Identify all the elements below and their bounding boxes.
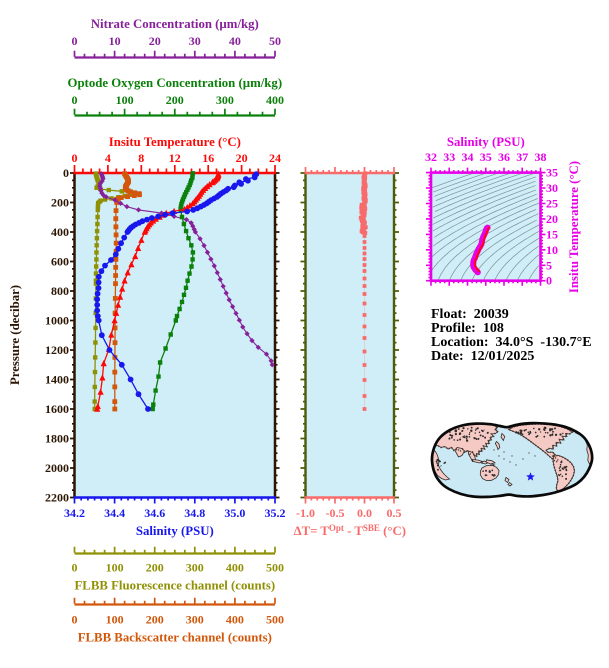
svg-text:4: 4 bbox=[105, 151, 111, 165]
svg-text:0: 0 bbox=[72, 34, 78, 48]
svg-text:33: 33 bbox=[443, 150, 455, 164]
svg-text:10: 10 bbox=[109, 34, 121, 48]
svg-text:0.0: 0.0 bbox=[357, 506, 372, 520]
svg-text:1400: 1400 bbox=[45, 373, 69, 387]
svg-text:200: 200 bbox=[146, 561, 164, 575]
svg-text:0: 0 bbox=[72, 93, 78, 107]
svg-text:500: 500 bbox=[266, 613, 284, 627]
svg-text:200: 200 bbox=[51, 196, 69, 210]
svg-text:300: 300 bbox=[186, 561, 204, 575]
svg-text:-0.5: -0.5 bbox=[326, 506, 345, 520]
svg-text:Insitu Temperature (°C): Insitu Temperature (°C) bbox=[567, 161, 581, 293]
svg-text:100: 100 bbox=[106, 561, 124, 575]
svg-text:0: 0 bbox=[72, 613, 78, 627]
svg-text:Salinity (PSU): Salinity (PSU) bbox=[136, 524, 214, 538]
svg-text:50: 50 bbox=[269, 34, 281, 48]
svg-text:Salinity (PSU): Salinity (PSU) bbox=[447, 135, 525, 149]
svg-text:Insitu Temperature (°C): Insitu Temperature (°C) bbox=[109, 135, 241, 149]
svg-text:Location: 34.0°S -130.7°E: Location: 34.0°S -130.7°E bbox=[431, 335, 592, 350]
svg-text:16: 16 bbox=[202, 151, 214, 165]
svg-text:38: 38 bbox=[535, 150, 547, 164]
svg-text:1000: 1000 bbox=[45, 314, 69, 328]
svg-text:500: 500 bbox=[266, 561, 284, 575]
svg-text:34: 34 bbox=[462, 150, 474, 164]
svg-text:Date: 12/01/2025: Date: 12/01/2025 bbox=[431, 349, 534, 364]
svg-text:34.6: 34.6 bbox=[144, 506, 165, 520]
svg-text:-1.0: -1.0 bbox=[296, 506, 315, 520]
svg-text:37: 37 bbox=[516, 150, 528, 164]
svg-text:100: 100 bbox=[106, 613, 124, 627]
svg-text:32: 32 bbox=[425, 150, 437, 164]
svg-text:5: 5 bbox=[546, 258, 552, 272]
svg-text:400: 400 bbox=[266, 93, 284, 107]
svg-text:30: 30 bbox=[546, 181, 558, 195]
svg-text:40: 40 bbox=[229, 34, 241, 48]
svg-text:800: 800 bbox=[51, 284, 69, 298]
svg-text:34.8: 34.8 bbox=[184, 506, 205, 520]
svg-text:1200: 1200 bbox=[45, 343, 69, 357]
svg-text:0: 0 bbox=[63, 166, 69, 180]
svg-text:Float: 20039: Float: 20039 bbox=[431, 307, 509, 322]
svg-text:600: 600 bbox=[51, 255, 69, 269]
svg-text:34.4: 34.4 bbox=[104, 506, 125, 520]
svg-text:20: 20 bbox=[149, 34, 161, 48]
svg-text:35: 35 bbox=[546, 166, 558, 180]
svg-text:400: 400 bbox=[226, 613, 244, 627]
svg-text:1600: 1600 bbox=[45, 402, 69, 416]
svg-text:0: 0 bbox=[546, 274, 552, 288]
svg-text:0: 0 bbox=[72, 561, 78, 575]
svg-text:2200: 2200 bbox=[45, 491, 69, 505]
svg-text:Profile: 108: Profile: 108 bbox=[431, 321, 504, 336]
svg-text:8: 8 bbox=[138, 151, 144, 165]
svg-text:200: 200 bbox=[166, 93, 184, 107]
svg-text:15: 15 bbox=[546, 227, 558, 241]
svg-text:35.0: 35.0 bbox=[224, 506, 245, 520]
svg-text:20: 20 bbox=[546, 212, 558, 226]
svg-text:30: 30 bbox=[189, 34, 201, 48]
svg-text:35: 35 bbox=[480, 150, 492, 164]
svg-text:24: 24 bbox=[269, 151, 281, 165]
svg-text:ΔT= TOpt - TSBE (°C): ΔT= TOpt - TSBE (°C) bbox=[294, 523, 406, 538]
svg-text:300: 300 bbox=[186, 613, 204, 627]
svg-text:25: 25 bbox=[546, 197, 558, 211]
svg-text:2000: 2000 bbox=[45, 461, 69, 475]
svg-text:12: 12 bbox=[169, 151, 181, 165]
svg-text:Nitrate Concentration (µm/kg): Nitrate Concentration (µm/kg) bbox=[91, 17, 259, 31]
svg-text:Pressure (decibar): Pressure (decibar) bbox=[8, 285, 22, 385]
svg-text:400: 400 bbox=[226, 561, 244, 575]
svg-text:100: 100 bbox=[116, 93, 134, 107]
svg-text:0: 0 bbox=[72, 151, 78, 165]
svg-text:FLBB Backscatter channel (coun: FLBB Backscatter channel (counts) bbox=[78, 631, 272, 645]
svg-text:36: 36 bbox=[498, 150, 510, 164]
svg-text:300: 300 bbox=[216, 93, 234, 107]
svg-text:1800: 1800 bbox=[45, 432, 69, 446]
svg-text:10: 10 bbox=[546, 243, 558, 257]
svg-text:FLBB Fluorescence channel (cou: FLBB Fluorescence channel (counts) bbox=[74, 579, 275, 593]
svg-text:0.5: 0.5 bbox=[387, 506, 402, 520]
svg-text:34.2: 34.2 bbox=[64, 506, 85, 520]
svg-text:20: 20 bbox=[236, 151, 248, 165]
svg-text:200: 200 bbox=[146, 613, 164, 627]
svg-text:35.2: 35.2 bbox=[265, 506, 286, 520]
svg-text:400: 400 bbox=[51, 225, 69, 239]
svg-text:Optode Oxygen Concentration (µ: Optode Oxygen Concentration (µm/kg) bbox=[67, 76, 282, 90]
